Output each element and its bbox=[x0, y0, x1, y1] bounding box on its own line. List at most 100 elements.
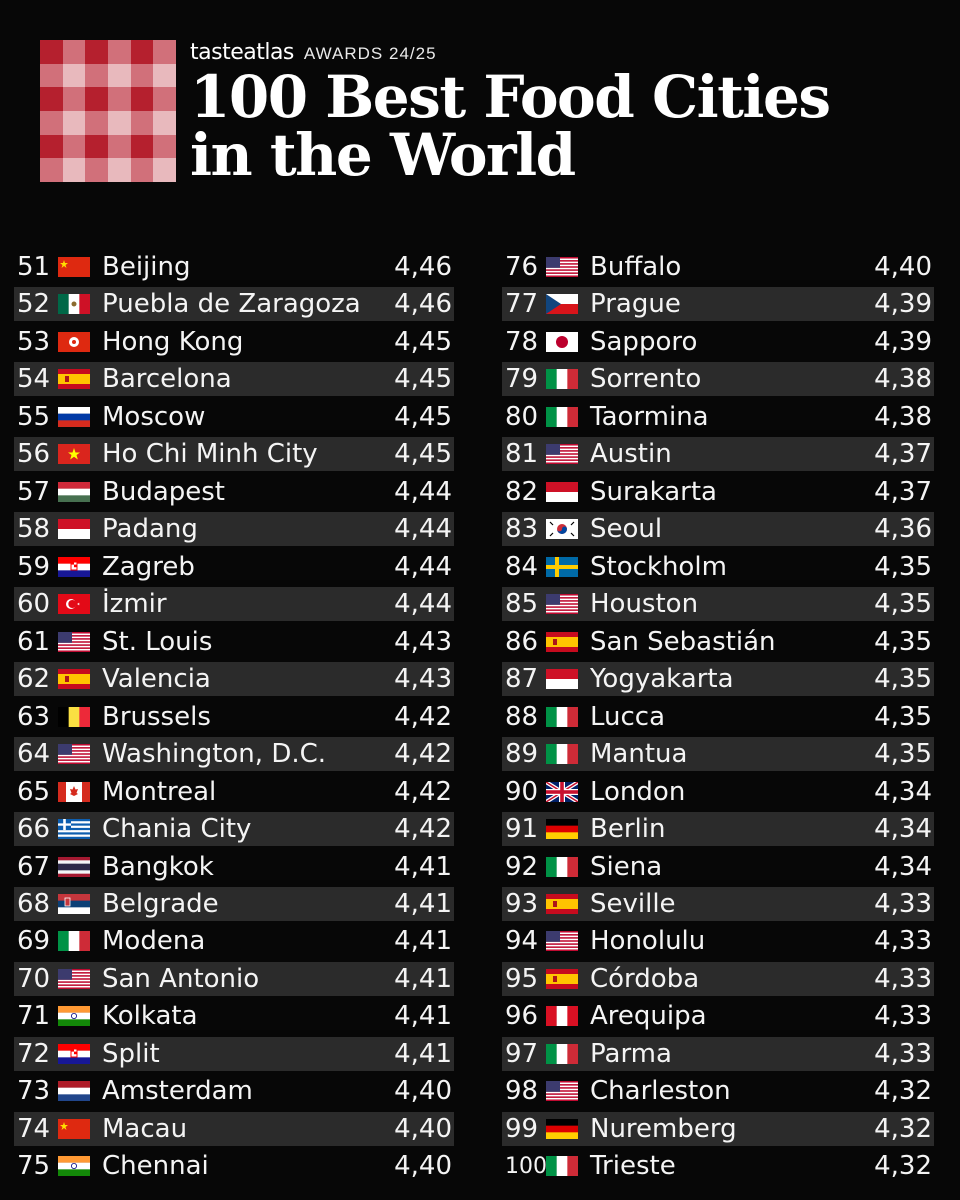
rank-number: 75 bbox=[17, 1151, 51, 1182]
ranking-row: 89 Mantua 4,35 bbox=[502, 737, 934, 772]
title-line-1: 100 Best Food Cities bbox=[190, 63, 831, 131]
rank-number: 53 bbox=[17, 326, 51, 357]
city-name: Washington, D.C. bbox=[102, 739, 327, 770]
canada-flag-icon bbox=[58, 781, 90, 802]
city-name: Padang bbox=[102, 514, 198, 545]
score-value: 4,42 bbox=[394, 739, 452, 770]
ranking-row: 75 Chennai 4,40 bbox=[14, 1149, 454, 1183]
city-name: Nuremberg bbox=[590, 1113, 737, 1144]
city-name: Prague bbox=[590, 289, 681, 320]
ranking-row: 90 London 4,34 bbox=[502, 775, 934, 809]
ranking-row: 67 Bangkok 4,41 bbox=[14, 850, 454, 884]
ranking-row: 97 Parma 4,33 bbox=[502, 1036, 934, 1071]
ranking-row: 52 Puebla de Zaragoza 4,46 bbox=[14, 287, 454, 322]
ranking-row: 80 Taormina 4,38 bbox=[502, 400, 934, 434]
italy-flag-icon bbox=[546, 856, 578, 877]
score-value: 4,32 bbox=[874, 1076, 932, 1107]
ranking-row: 62 Valencia 4,43 bbox=[14, 662, 454, 697]
awards-label: AWARDS 24/25 bbox=[303, 44, 437, 63]
city-name: Seville bbox=[590, 888, 676, 919]
ranking-row: 98 Charleston 4,32 bbox=[502, 1074, 934, 1108]
spain-flag-icon bbox=[546, 968, 578, 989]
logo-tile bbox=[153, 40, 176, 64]
rank-number: 100 bbox=[505, 1153, 547, 1179]
japan-flag-icon bbox=[546, 331, 578, 352]
ranking-row: 65 Montreal 4,42 bbox=[14, 775, 454, 809]
ranking-row: 78 Sapporo 4,39 bbox=[502, 325, 934, 359]
ranking-column-left: 51 Beijing 4,46 52 Puebla de Zaragoza 4,46 53 H… bbox=[14, 250, 454, 1187]
score-value: 4,41 bbox=[394, 1001, 452, 1032]
indonesia-flag-icon bbox=[546, 481, 578, 502]
score-value: 4,43 bbox=[394, 626, 452, 657]
score-value: 4,35 bbox=[874, 701, 932, 732]
usa-flag-icon bbox=[58, 968, 90, 989]
score-value: 4,41 bbox=[394, 1038, 452, 1069]
italy-flag-icon bbox=[546, 1156, 578, 1177]
rank-number: 66 bbox=[17, 814, 51, 845]
city-name: Beijing bbox=[102, 252, 191, 282]
usa-flag-icon bbox=[546, 1081, 578, 1102]
rank-number: 97 bbox=[505, 1038, 539, 1069]
rank-number: 73 bbox=[17, 1076, 51, 1107]
ranking-row: 66 Chania City 4,42 bbox=[14, 812, 454, 847]
ranking-row: 64 Washington, D.C. 4,42 bbox=[14, 737, 454, 772]
score-value: 4,40 bbox=[394, 1076, 452, 1107]
rank-number: 58 bbox=[17, 514, 51, 545]
score-value: 4,33 bbox=[874, 1038, 932, 1069]
rank-number: 91 bbox=[505, 814, 539, 845]
ranking-row: 83 Seoul 4,36 bbox=[502, 512, 934, 547]
logo-tile bbox=[62, 110, 86, 135]
ranking-row: 87 Yogyakarta 4,35 bbox=[502, 662, 934, 697]
score-value: 4,35 bbox=[874, 551, 932, 582]
rank-number: 55 bbox=[17, 401, 51, 432]
rank-number: 85 bbox=[505, 589, 539, 620]
spain-flag-icon bbox=[58, 369, 90, 390]
ranking-column-right: 76 Buffalo 4,40 77 Prague 4,39 78 Sapporo 4,39 79… bbox=[502, 250, 934, 1187]
logo-tile bbox=[62, 63, 86, 88]
rank-number: 51 bbox=[17, 252, 51, 282]
city-name: Sorrento bbox=[590, 364, 702, 395]
ranking-row: 93 Seville 4,33 bbox=[502, 886, 934, 921]
score-value: 4,41 bbox=[394, 963, 452, 994]
ranking-row: 95 Córdoba 4,33 bbox=[502, 961, 934, 996]
city-name: İzmir bbox=[102, 589, 167, 620]
ranking-row: 60 İzmir 4,44 bbox=[14, 587, 454, 622]
rank-number: 83 bbox=[505, 514, 539, 545]
city-name: Belgrade bbox=[102, 888, 219, 919]
score-value: 4,34 bbox=[874, 814, 932, 845]
turkey-flag-icon bbox=[58, 594, 90, 615]
score-value: 4,45 bbox=[394, 364, 452, 395]
city-name: Moscow bbox=[102, 401, 206, 432]
usa-flag-icon bbox=[58, 744, 90, 765]
logo-tile bbox=[153, 110, 176, 135]
india-flag-icon bbox=[58, 1156, 90, 1177]
score-value: 4,46 bbox=[394, 252, 452, 282]
score-value: 4,33 bbox=[874, 1001, 932, 1032]
city-name: Brussels bbox=[102, 701, 211, 732]
city-name: Houston bbox=[590, 589, 699, 620]
score-value: 4,35 bbox=[874, 664, 932, 695]
spain-flag-icon bbox=[546, 631, 578, 652]
rank-number: 52 bbox=[17, 289, 51, 320]
city-name: San Antonio bbox=[102, 963, 260, 994]
city-name: London bbox=[590, 776, 686, 807]
spain-flag-icon bbox=[58, 669, 90, 690]
logo-tile bbox=[153, 158, 176, 182]
ranking-row: 79 Sorrento 4,38 bbox=[502, 362, 934, 397]
ranking-row: 63 Brussels 4,42 bbox=[14, 700, 454, 734]
logo-tile bbox=[130, 40, 154, 64]
city-name: Buffalo bbox=[590, 252, 682, 282]
score-value: 4,41 bbox=[394, 926, 452, 957]
ranking-row: 54 Barcelona 4,45 bbox=[14, 362, 454, 397]
city-name: Budapest bbox=[102, 476, 225, 507]
score-value: 4,33 bbox=[874, 888, 932, 919]
hong-kong-flag-icon bbox=[58, 331, 90, 352]
italy-flag-icon bbox=[546, 406, 578, 427]
ranking-row: 68 Belgrade 4,41 bbox=[14, 886, 454, 921]
logo-tile bbox=[40, 63, 63, 88]
city-name: Yogyakarta bbox=[590, 664, 734, 695]
logo-tile bbox=[130, 158, 154, 182]
city-name: Chania City bbox=[102, 814, 252, 845]
rank-number: 86 bbox=[505, 626, 539, 657]
rank-number: 98 bbox=[505, 1076, 539, 1107]
